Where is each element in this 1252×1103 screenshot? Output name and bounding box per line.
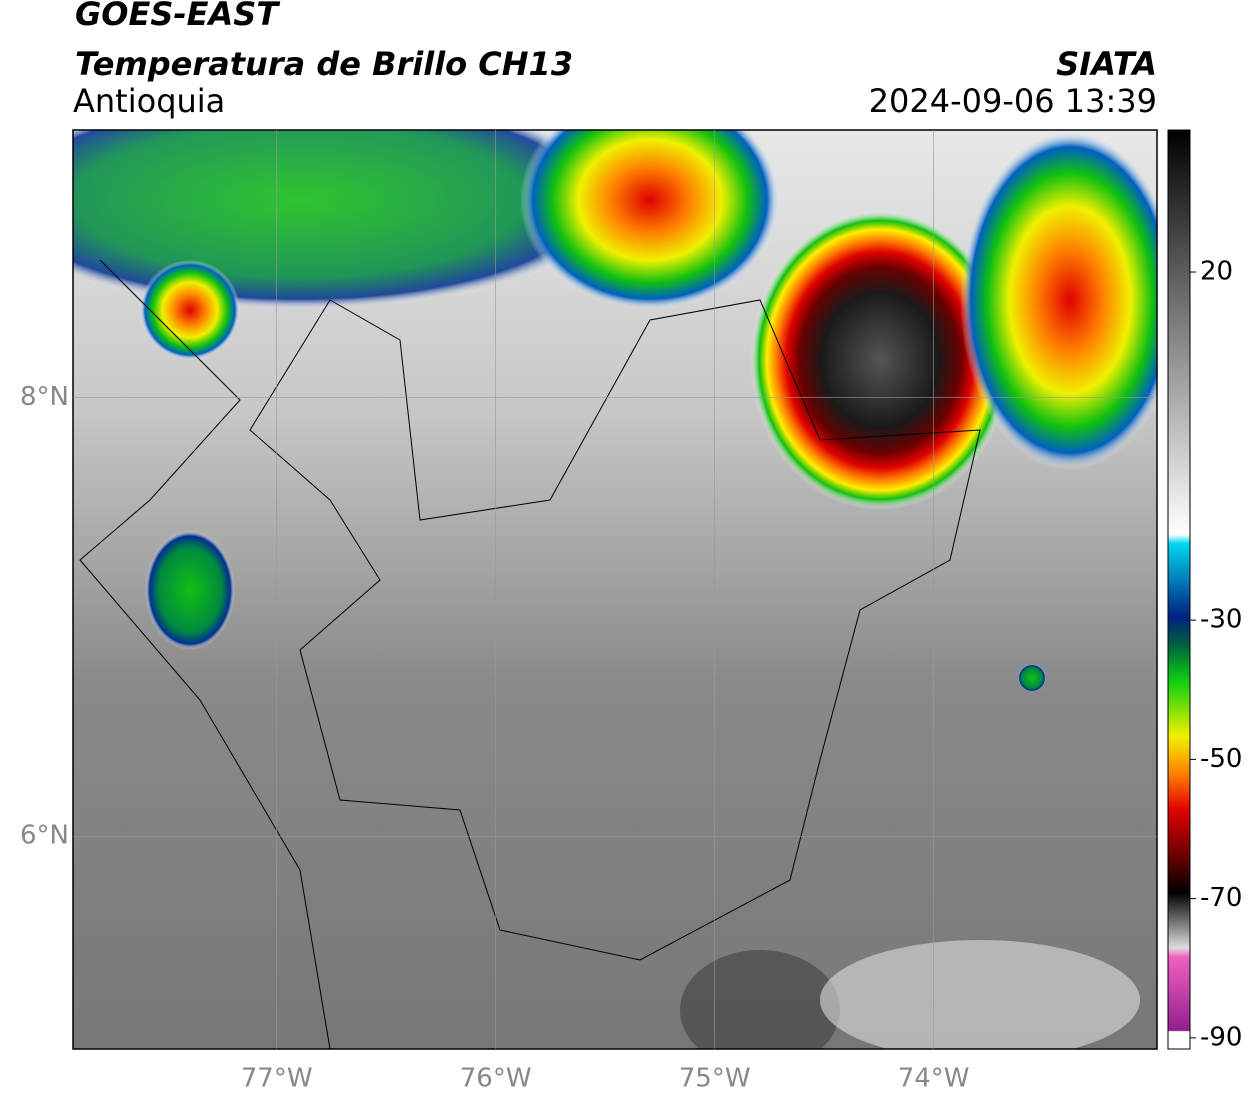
x-tick-label: 77°W <box>241 1064 313 1094</box>
colorbar-tick-label: -50 <box>1200 744 1242 774</box>
colorbar-tick-label: -70 <box>1200 883 1242 913</box>
colorbar-tick-label: 20 <box>1200 257 1233 287</box>
colorbar-tick-label: -30 <box>1200 605 1242 635</box>
datetime: 2024-09-06 13:39 <box>869 82 1157 120</box>
title: GOES-EAST <box>75 0 280 33</box>
colorbar-tick-label: -90 <box>1200 1022 1242 1052</box>
satellite-image <box>73 130 1157 1049</box>
region: Antioquia <box>73 82 225 120</box>
x-tick-label: 76°W <box>460 1064 532 1094</box>
map-frame <box>72 129 1158 1050</box>
colorbar <box>1167 129 1191 1050</box>
source: SIATA <box>1056 45 1157 83</box>
x-tick-label: 75°W <box>679 1064 751 1094</box>
subtitle: Temperatura de Brillo CH13 <box>75 45 573 83</box>
y-tick-label: 8°N <box>20 382 69 412</box>
y-tick-label: 6°N <box>20 821 69 851</box>
x-tick-label: 74°W <box>898 1064 970 1094</box>
